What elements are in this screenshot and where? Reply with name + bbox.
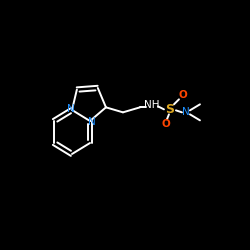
Text: N: N (67, 104, 75, 114)
Text: O: O (162, 119, 170, 129)
Text: N: N (88, 117, 96, 127)
Text: O: O (178, 90, 187, 100)
Text: S: S (166, 103, 174, 116)
Text: NH: NH (144, 100, 160, 110)
Text: N: N (182, 107, 190, 117)
